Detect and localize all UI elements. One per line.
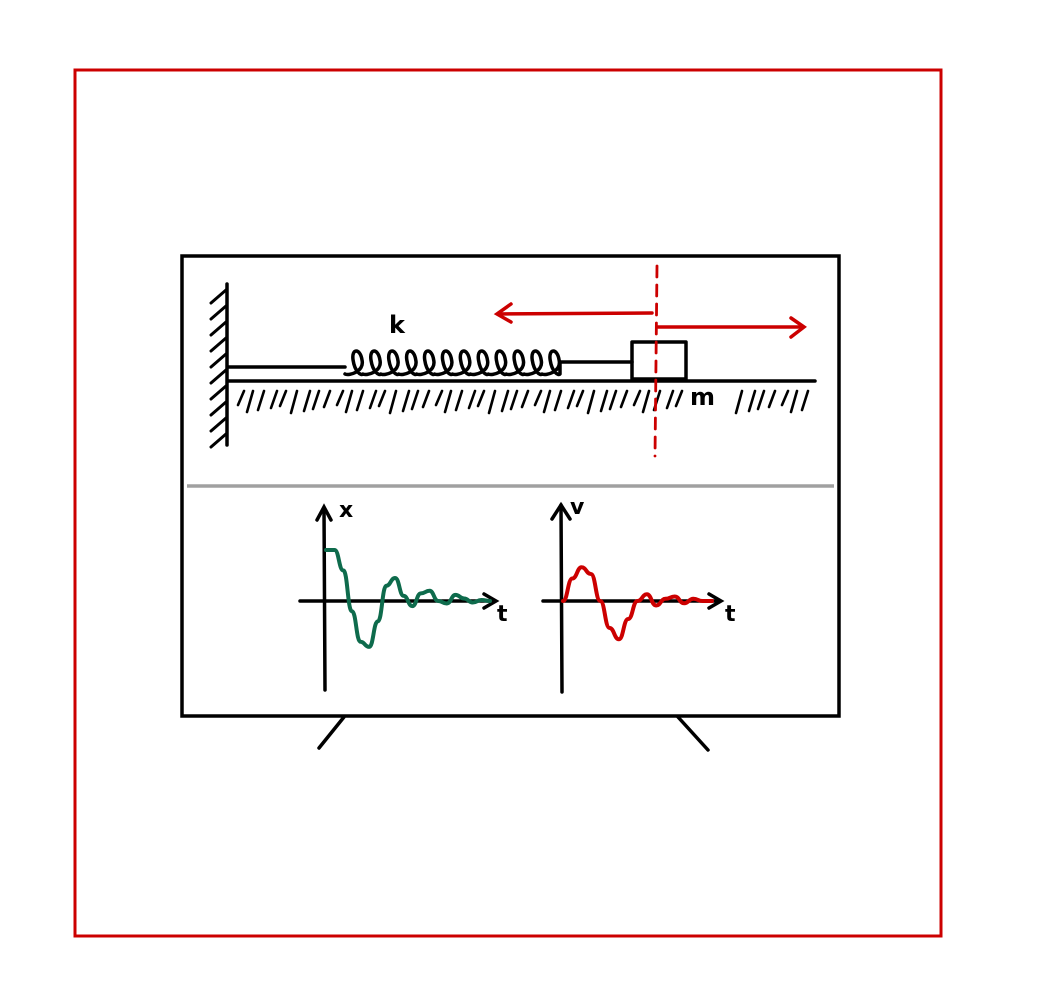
floor-hatch-stroke <box>566 389 576 410</box>
floor-hatch-stroke <box>641 389 651 414</box>
floor-hatch-stroke <box>443 389 453 414</box>
floor-hatch-stroke <box>401 389 411 413</box>
velocity-graph-y-arrow <box>550 501 572 521</box>
wall-hatch-stroke <box>209 288 228 305</box>
velocity-curve <box>561 565 714 642</box>
floor-hatch-stroke <box>335 389 345 407</box>
spring-mass-system: k m <box>209 282 817 449</box>
wall-hatch-stroke <box>209 416 228 433</box>
floor-hatch-stroke <box>344 389 354 414</box>
floor-hatch-stroke <box>245 389 255 414</box>
floor-hatch-stroke <box>256 389 266 412</box>
position-graph-y-label: x <box>339 498 353 523</box>
velocity-graph-y-axis <box>559 503 564 694</box>
position-graph-y-axis <box>322 506 327 692</box>
floor-hatch-stroke <box>599 389 609 413</box>
floor-hatch-stroke <box>575 389 585 408</box>
floor-hatch-stroke <box>533 389 543 407</box>
floor-hatch-stroke <box>487 389 497 415</box>
wall-hatch-stroke <box>209 320 228 337</box>
floor-hatch-stroke <box>509 389 519 411</box>
floor-hatch-stroke <box>734 389 744 415</box>
spring <box>343 349 562 377</box>
velocity-time-graph: v t <box>541 495 736 694</box>
wall-hatch-stroke <box>209 432 228 449</box>
floor-hatch-stroke <box>302 389 312 413</box>
wall-hatch-stroke <box>209 304 228 321</box>
floor-hatch-stroke <box>767 389 777 409</box>
floor-hatch-stroke <box>278 389 288 408</box>
position-time-graph: x t <box>298 498 508 692</box>
floor-hatch-stroke <box>542 389 552 414</box>
floor-hatch-stroke <box>269 389 279 410</box>
floor-hatch-stroke <box>674 389 684 408</box>
floor-hatch-stroke <box>553 389 563 412</box>
outer-frame <box>73 68 943 938</box>
floor-hatch-stroke <box>322 389 332 409</box>
floor-hatch-stroke <box>476 389 486 408</box>
velocity-graph-x-label: t <box>725 602 736 627</box>
floor-hatch-stroke <box>410 389 420 411</box>
wall-hatch-stroke <box>209 368 228 385</box>
monitor-leg-left <box>317 715 346 750</box>
floor-hatch-stroke <box>421 389 431 409</box>
wall-hatch-stroke <box>209 384 228 401</box>
floor-hatch-stroke <box>388 389 398 415</box>
equilibrium-dashed-line <box>653 264 659 458</box>
floor-hatch-stroke <box>500 389 510 413</box>
floor-hatch-stroke <box>789 389 799 414</box>
monitor <box>180 254 841 752</box>
velocity-graph-x-arrow <box>707 592 725 610</box>
floor-hatch-stroke <box>311 389 321 411</box>
floor-hatch-stroke <box>377 389 387 408</box>
floor-hatch-stroke <box>368 389 378 410</box>
extension-arrow-head <box>789 316 807 339</box>
floor-hatch-stroke <box>467 389 477 410</box>
floor-hatch-stroke <box>289 389 299 415</box>
spring-constant-label: k <box>389 311 406 339</box>
floor-hatch-stroke <box>236 389 246 407</box>
compression-arrow-head <box>493 302 513 324</box>
floor-hatch-stroke <box>586 389 596 415</box>
floor-hatch-stroke <box>608 389 618 411</box>
floor-hatch-stroke <box>520 389 530 409</box>
position-graph-x-label: t <box>497 602 508 627</box>
floor-hatch-stroke <box>780 389 790 407</box>
floor-hatching <box>236 389 810 415</box>
floor-hatch-stroke <box>355 389 365 412</box>
monitor-leg-right <box>676 715 710 752</box>
floor-hatch-stroke <box>619 389 629 409</box>
position-graph-x-arrow <box>482 592 500 610</box>
wall-hatch-stroke <box>209 352 228 369</box>
position-graph-y-arrow <box>315 503 333 522</box>
floor-hatch-stroke <box>747 389 757 413</box>
mass-block <box>630 340 688 381</box>
floor-hatch-stroke <box>434 389 444 407</box>
equilibrium-indicator <box>493 264 807 458</box>
wall-hatching <box>209 288 228 449</box>
mass-label: m <box>690 383 715 411</box>
floor-hatch-stroke <box>800 389 810 412</box>
floor-hatch-stroke <box>756 389 766 411</box>
position-curve <box>324 547 492 649</box>
compression-arrow-shaft <box>496 311 654 316</box>
floor-hatch-stroke <box>632 389 642 407</box>
wall-hatch-stroke <box>209 336 228 353</box>
floor-hatch-stroke <box>665 389 675 410</box>
wall-hatch-stroke <box>209 400 228 417</box>
floor-hatch-stroke <box>454 389 464 412</box>
velocity-graph-y-label: v <box>570 495 585 520</box>
